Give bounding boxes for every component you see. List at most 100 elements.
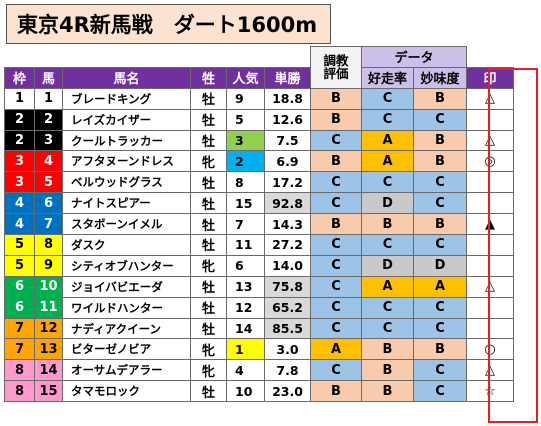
- odds-cell: 7.5: [264, 129, 311, 152]
- mimi-rating-cell: B: [413, 338, 467, 361]
- horse-name-cell: スタボーンイメル: [62, 213, 191, 236]
- waku-cell: 7: [4, 317, 35, 340]
- kosou-rating-cell: C: [361, 108, 414, 131]
- eval-rating-cell: B: [310, 87, 362, 110]
- uma-cell: 6: [34, 192, 63, 215]
- odds-cell: 92.8: [264, 192, 311, 215]
- kosou-rating-cell: B: [361, 338, 414, 361]
- uma-cell: 9: [34, 254, 63, 277]
- popularity-cell: 12: [226, 296, 265, 319]
- odds-cell: 27.2: [264, 234, 311, 256]
- sex-cell: 牡: [190, 87, 227, 110]
- kosou-rating-cell: B: [361, 380, 414, 403]
- header-kosou: 好走率: [361, 66, 414, 89]
- kosou-rating-cell: C: [361, 171, 414, 194]
- eval-rating-cell: C: [310, 192, 362, 215]
- odds-cell: 75.8: [264, 275, 311, 298]
- popularity-cell: 5: [226, 108, 265, 131]
- mimi-rating-cell: C: [413, 317, 467, 340]
- header-name: 馬名: [62, 66, 191, 89]
- odds-cell: 17.2: [264, 171, 311, 194]
- eval-rating-cell: B: [310, 380, 362, 403]
- horse-table: 調教 評価 データ 枠 馬 馬名 牲 人気 単勝 好走率 妙味度 印 1 1 ブレー…: [4, 46, 514, 403]
- table-row: 2 3 クールトラッカー牡 3 7.5 C A B △: [4, 129, 514, 152]
- mimi-rating-cell: B: [413, 213, 467, 236]
- uma-cell: 14: [34, 359, 63, 382]
- mimi-rating-cell: B: [413, 87, 467, 110]
- popularity-cell: 15: [226, 192, 265, 215]
- odds-cell: 23.0: [264, 380, 311, 403]
- uma-cell: 10: [34, 275, 63, 298]
- table-row: 7 12 ナディアクイーン牡 14 85.5 C C C: [4, 317, 514, 340]
- mimi-rating-cell: C: [413, 192, 467, 215]
- waku-cell: 3: [4, 171, 35, 194]
- table-row: 8 15 タマモロック牡 10 23.0 B B C ☆: [4, 380, 514, 403]
- mark-cell: [466, 234, 514, 256]
- header-eval-top: 調教: [323, 53, 349, 69]
- table-row: 4 6 ナイトスピアー牡 15 92.8 C D C: [4, 192, 514, 215]
- odds-cell: 14.0: [264, 254, 311, 277]
- popularity-cell: 8: [226, 171, 265, 194]
- uma-cell: 12: [34, 317, 63, 340]
- uma-cell: 4: [34, 150, 63, 173]
- header-uma: 馬: [34, 66, 63, 89]
- table-row: 3 4 アフタヌーンドレス牝 2 6.9 B A B ◎: [4, 150, 514, 173]
- kosou-rating-cell: A: [361, 275, 414, 298]
- waku-cell: 5: [4, 254, 35, 277]
- eval-rating-cell: C: [310, 359, 362, 382]
- header-row-main: 枠 馬 馬名 牲 人気 単勝 好走率 妙味度 印: [4, 66, 514, 89]
- table-row: 5 8 ダスク牡 11 27.2 C C C: [4, 234, 514, 256]
- waku-cell: 6: [4, 296, 35, 319]
- waku-cell: 5: [4, 234, 35, 256]
- header-pop: 人気: [226, 66, 265, 89]
- uma-cell: 1: [34, 87, 63, 110]
- waku-cell: 6: [4, 275, 35, 298]
- table-row: 6 10 ジョイバビエーダ牡 13 75.8 C A A △: [4, 275, 514, 298]
- popularity-cell: 1: [226, 338, 265, 361]
- popularity-cell: 2: [226, 150, 265, 173]
- eval-rating-cell: C: [310, 234, 362, 256]
- kosou-rating-cell: C: [361, 234, 414, 256]
- sex-cell: 牡: [190, 171, 227, 194]
- horse-name-cell: ナディアクイーン: [62, 317, 191, 340]
- horse-name-cell: ダスク: [62, 234, 191, 256]
- uma-cell: 13: [34, 338, 63, 361]
- race-title: 東京4R新馬戦 ダート1600m: [6, 4, 331, 44]
- uma-cell: 2: [34, 108, 63, 131]
- odds-cell: 12.6: [264, 108, 311, 131]
- mark-cell: ☆: [466, 380, 514, 403]
- uma-cell: 3: [34, 129, 63, 152]
- sex-cell: 牝: [190, 359, 227, 382]
- kosou-rating-cell: D: [361, 254, 414, 277]
- popularity-cell: 9: [226, 87, 265, 110]
- mark-cell: △: [466, 275, 514, 298]
- popularity-cell: 4: [226, 359, 265, 382]
- mark-cell: [466, 296, 514, 319]
- waku-cell: 4: [4, 192, 35, 215]
- kosou-rating-cell: C: [361, 87, 414, 110]
- mark-cell: ○: [466, 338, 514, 361]
- mimi-rating-cell: C: [413, 380, 467, 403]
- sex-cell: 牝: [190, 338, 227, 361]
- horse-name-cell: ビターゼノビア: [62, 338, 191, 361]
- table-row: 4 7 スタボーンイメル牡 7 14.3 B B B ▲: [4, 213, 514, 236]
- horse-name-cell: レイズカイザー: [62, 108, 191, 131]
- mark-cell: ◎: [466, 150, 514, 173]
- table-row: 8 14 オーサムデアラー牝 4 7.8 C B C △: [4, 359, 514, 382]
- waku-cell: 2: [4, 129, 35, 152]
- kosou-rating-cell: C: [361, 296, 414, 319]
- kosou-rating-cell: D: [361, 192, 414, 215]
- eval-rating-cell: A: [310, 338, 362, 361]
- uma-cell: 8: [34, 234, 63, 256]
- uma-cell: 5: [34, 171, 63, 194]
- waku-cell: 2: [4, 108, 35, 131]
- popularity-cell: 7: [226, 213, 265, 236]
- horse-name-cell: ワイルドハンター: [62, 296, 191, 319]
- table-row: 5 9 シティオブハンター牝 6 14.0 C D D: [4, 254, 514, 277]
- header-row-top: 調教 評価 データ: [5, 46, 514, 89]
- eval-rating-cell: C: [310, 129, 362, 152]
- header-sex: 牲: [190, 66, 227, 89]
- odds-cell: 6.9: [264, 150, 311, 173]
- horse-name-cell: ブレードキング: [62, 87, 191, 110]
- table-row: 6 11 ワイルドハンター牡 12 65.2 C C C: [4, 296, 514, 319]
